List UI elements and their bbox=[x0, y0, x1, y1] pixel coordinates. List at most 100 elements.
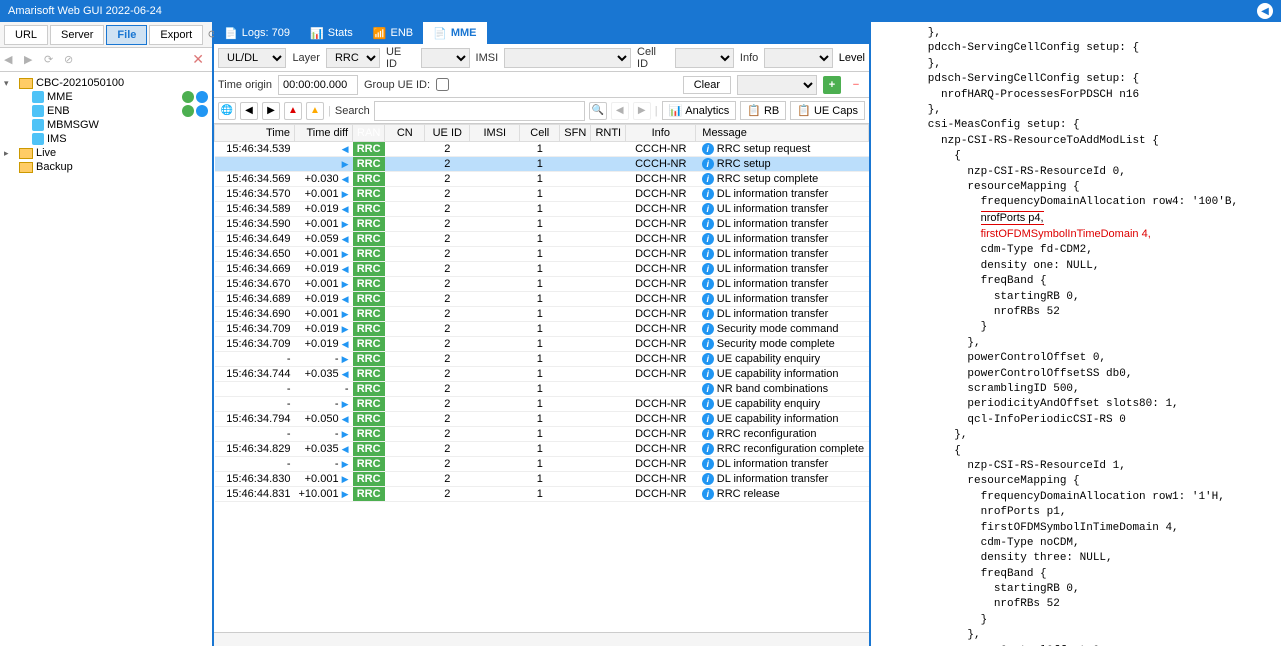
tree-backup[interactable]: Backup bbox=[4, 160, 208, 174]
nav-stop-icon[interactable]: ⊘ bbox=[64, 53, 78, 67]
table-row[interactable]: 15:46:34.690+0.001 ▶RRC21DCCH-NRiDL info… bbox=[215, 307, 869, 322]
binoculars-icon[interactable]: 🔍 bbox=[589, 102, 607, 120]
table-row[interactable]: 15:46:34.709+0.019 ▶RRC21DCCH-NRiSecurit… bbox=[215, 322, 869, 337]
ueid-select[interactable] bbox=[421, 48, 470, 68]
column-header[interactable]: CN bbox=[385, 125, 425, 142]
column-header[interactable]: IMSI bbox=[470, 125, 520, 142]
tree-item[interactable]: MME bbox=[4, 90, 208, 104]
clear-button[interactable]: Clear bbox=[683, 76, 731, 94]
tab-enb-label: ENB bbox=[391, 27, 414, 39]
add-button[interactable]: + bbox=[823, 76, 841, 94]
tree-root-label: CBC-2021050100 bbox=[36, 77, 124, 89]
table-row[interactable]: -- ▶RRC21DCCH-NRiUE capability enquiry bbox=[215, 397, 869, 412]
cellid-select[interactable] bbox=[675, 48, 734, 68]
close-icon[interactable]: ✕ bbox=[188, 51, 208, 68]
status-play-icon[interactable] bbox=[196, 91, 208, 103]
right-panel[interactable]: }, pdcch-ServingCellConfig setup: { }, p… bbox=[871, 22, 1281, 646]
clear-select[interactable] bbox=[737, 75, 817, 95]
globe-icon[interactable]: 🌐 bbox=[218, 102, 236, 120]
filter-bar: UL/DL Layer RRC UE ID IMSI Cell ID Info … bbox=[214, 44, 869, 72]
rb-button[interactable]: 📋RB bbox=[740, 101, 786, 120]
table-row[interactable]: 15:46:34.830+0.001 ▶RRC21DCCH-NRiDL info… bbox=[215, 472, 869, 487]
status-play-icon[interactable] bbox=[196, 105, 208, 117]
table-row[interactable]: -- ▶RRC21DCCH-NRiDL information transfer bbox=[215, 457, 869, 472]
imsi-select[interactable] bbox=[504, 48, 631, 68]
tab-stats[interactable]: 📊Stats bbox=[300, 22, 363, 44]
table-row[interactable]: 15:46:34.709+0.019 ◀RRC21DCCH-NRiSecurit… bbox=[215, 337, 869, 352]
nav-back-icon[interactable]: ◀ bbox=[4, 53, 18, 67]
time-origin-input[interactable] bbox=[278, 75, 358, 95]
layer-select[interactable]: RRC bbox=[326, 48, 380, 68]
table-row[interactable]: 15:46:34.570+0.001 ▶RRC21DCCH-NRiDL info… bbox=[215, 187, 869, 202]
table-row[interactable]: 15:46:34.829+0.035 ◀RRC21DCCH-NRiRRC rec… bbox=[215, 442, 869, 457]
nav-reload-icon[interactable]: ⟳ bbox=[44, 53, 58, 67]
column-header[interactable]: RNTI bbox=[591, 125, 626, 142]
table-row[interactable]: -- ▶RRC21DCCH-NRiRRC reconfiguration bbox=[215, 427, 869, 442]
tree-item[interactable]: MBMSGW bbox=[4, 118, 208, 132]
column-header[interactable]: Time bbox=[215, 125, 295, 142]
tree-root[interactable]: ▾ CBC-2021050100 bbox=[4, 76, 208, 90]
analytics-button[interactable]: 📊Analytics bbox=[662, 101, 737, 120]
tree-toggle-icon[interactable]: ▸ bbox=[4, 148, 16, 159]
table-row[interactable]: 15:46:34.670+0.001 ▶RRC21DCCH-NRiDL info… bbox=[215, 277, 869, 292]
tab-enb[interactable]: 📶ENB bbox=[363, 22, 423, 44]
table-row[interactable]: ▶RRC21CCCH-NRiRRC setup bbox=[215, 157, 869, 172]
h-scrollbar[interactable] bbox=[214, 632, 869, 646]
table-row[interactable]: 15:46:34.650+0.001 ▶RRC21DCCH-NRiDL info… bbox=[215, 247, 869, 262]
warn2-icon[interactable]: ▲ bbox=[306, 102, 324, 120]
url-button[interactable]: URL bbox=[4, 25, 48, 45]
export-button[interactable]: Export bbox=[149, 25, 203, 45]
column-header[interactable]: Message bbox=[696, 125, 869, 142]
tree-live[interactable]: ▸ Live bbox=[4, 146, 208, 160]
tab-logs[interactable]: 📄Logs: 709 bbox=[214, 22, 300, 44]
table-row[interactable]: 15:46:34.689+0.019 ◀RRC21DCCH-NRiUL info… bbox=[215, 292, 869, 307]
search-input[interactable] bbox=[374, 101, 585, 121]
log-table-wrap[interactable]: TimeTime diffRANCNUE IDIMSICellSFNRNTIIn… bbox=[214, 124, 869, 632]
collapse-icon[interactable]: ◀ bbox=[1257, 3, 1273, 19]
tree-item[interactable]: IMS bbox=[4, 132, 208, 146]
tree-toggle-icon[interactable]: ▾ bbox=[4, 78, 16, 89]
search-prev-icon[interactable]: ◀ bbox=[611, 102, 629, 120]
cell-info: DCCH-NR bbox=[626, 262, 696, 277]
tabs: 📄Logs: 709 📊Stats 📶ENB 📄MME bbox=[214, 22, 869, 44]
group-ueid-checkbox[interactable] bbox=[436, 78, 449, 91]
nav-fwd-icon[interactable]: ▶ bbox=[24, 53, 38, 67]
server-button[interactable]: Server bbox=[50, 25, 104, 45]
cell-cell: 1 bbox=[520, 292, 560, 307]
column-header[interactable]: SFN bbox=[560, 125, 591, 142]
ueid-label: UE ID bbox=[386, 46, 415, 70]
table-row[interactable]: -- ▶RRC21DCCH-NRiUE capability enquiry bbox=[215, 352, 869, 367]
warn-icon[interactable]: ▲ bbox=[284, 102, 302, 120]
table-row[interactable]: 15:46:34.569+0.030 ◀RRC21DCCH-NRiRRC set… bbox=[215, 172, 869, 187]
next-icon[interactable]: ▶ bbox=[262, 102, 280, 120]
search-next-icon[interactable]: ▶ bbox=[633, 102, 651, 120]
table-row[interactable]: 15:46:34.744+0.035 ◀RRC21DCCH-NRiUE capa… bbox=[215, 367, 869, 382]
table-row[interactable]: 15:46:34.539 ◀RRC21CCCH-NRiRRC setup req… bbox=[215, 142, 869, 157]
table-row[interactable]: 15:46:44.831+10.001 ▶RRC21DCCH-NRiRRC re… bbox=[215, 487, 869, 502]
uecaps-button[interactable]: 📋UE Caps bbox=[790, 101, 865, 120]
table-row[interactable]: -- RRC21iNR band combinations bbox=[215, 382, 869, 397]
info-select[interactable] bbox=[764, 48, 832, 68]
uldl-select[interactable]: UL/DL bbox=[218, 48, 286, 68]
info-icon: i bbox=[702, 353, 714, 365]
tree-item[interactable]: ENB bbox=[4, 104, 208, 118]
cell-time: 15:46:34.669 bbox=[215, 262, 295, 277]
table-row[interactable]: 15:46:34.590+0.001 ▶RRC21DCCH-NRiDL info… bbox=[215, 217, 869, 232]
remove-button[interactable]: − bbox=[847, 76, 865, 94]
table-row[interactable]: 15:46:34.589+0.019 ◀RRC21DCCH-NRiUL info… bbox=[215, 202, 869, 217]
cell-info: DCCH-NR bbox=[626, 292, 696, 307]
table-row[interactable]: 15:46:34.794+0.050 ◀RRC21DCCH-NRiUE capa… bbox=[215, 412, 869, 427]
file-button[interactable]: File bbox=[106, 25, 147, 45]
table-row[interactable]: 15:46:34.649+0.059 ◀RRC21DCCH-NRiUL info… bbox=[215, 232, 869, 247]
column-header[interactable]: UE ID bbox=[425, 125, 470, 142]
search-bar: 🌐 ◀ ▶ ▲ ▲ | Search 🔍 ◀ ▶ | 📊Analytics 📋R… bbox=[214, 98, 869, 124]
column-header[interactable]: Cell bbox=[520, 125, 560, 142]
tab-mme[interactable]: 📄MME bbox=[423, 22, 486, 44]
prev-icon[interactable]: ◀ bbox=[240, 102, 258, 120]
table-row[interactable]: 15:46:34.669+0.019 ◀RRC21DCCH-NRiUL info… bbox=[215, 262, 869, 277]
column-header[interactable]: Time diff bbox=[295, 125, 353, 142]
cell-ran: RRC bbox=[353, 472, 385, 487]
column-header[interactable]: Info bbox=[626, 125, 696, 142]
column-header[interactable]: RAN bbox=[353, 125, 385, 142]
cell-sfn bbox=[560, 202, 591, 217]
